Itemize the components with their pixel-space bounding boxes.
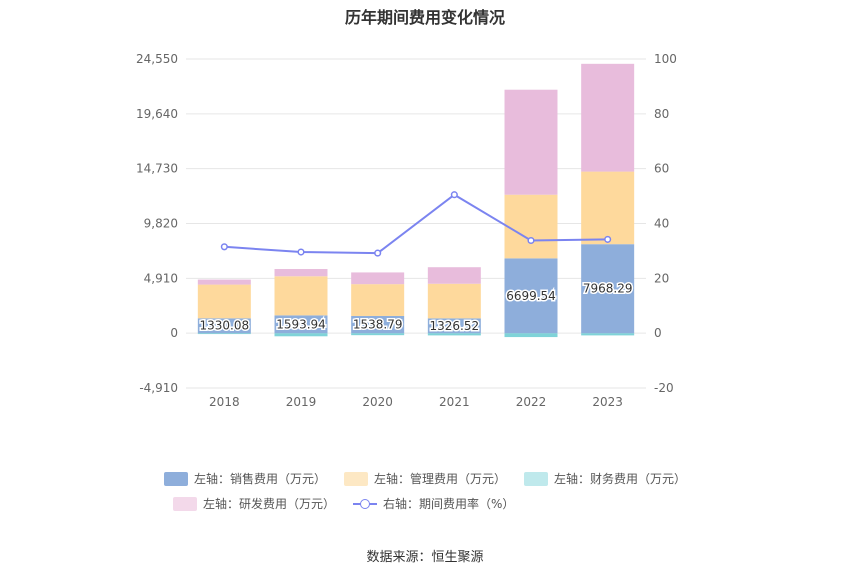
data-label: 1538.79	[353, 318, 403, 332]
legend-item-sales[interactable]: 左轴：销售费用（万元）	[163, 470, 326, 487]
bar-finance	[581, 333, 635, 336]
y-left-tick-label: -4,910	[139, 381, 178, 395]
bar-rnd	[581, 63, 635, 172]
bar-rnd	[274, 269, 328, 277]
bar-admin	[274, 276, 328, 316]
bar-finance	[427, 333, 481, 336]
x-tick-label: 2019	[286, 395, 317, 409]
bar-sales	[427, 318, 481, 334]
data-label: 1326.52	[430, 319, 480, 333]
y-left-tick-label: 24,550	[136, 52, 178, 66]
bar-admin	[504, 194, 558, 259]
data-source: 数据来源：恒生聚源	[366, 550, 484, 565]
data-label-halo: 1593.94	[276, 317, 326, 331]
bar-sales	[504, 258, 558, 334]
bar-admin	[427, 283, 481, 319]
x-tick-label: 2023	[592, 395, 623, 409]
legend-label-rnd: 左轴：研发费用（万元）	[203, 497, 336, 511]
y-left-tick-label: 14,730	[136, 162, 178, 176]
bar-rnd	[427, 267, 481, 284]
y-right-tick-label: 60	[654, 162, 669, 176]
bar-rnd	[504, 89, 558, 195]
bar-rnd	[197, 279, 251, 285]
data-label-halo: 1330.08	[200, 319, 250, 333]
rate-line	[224, 193, 608, 255]
y-right-tick-label: 40	[654, 217, 669, 231]
legend-swatch-admin	[343, 471, 368, 486]
legend-swatch-rnd	[173, 496, 197, 511]
bar-finance	[504, 333, 558, 338]
legend-label-sales: 左轴：销售费用（万元）	[193, 472, 326, 486]
bar-admin	[197, 284, 251, 319]
x-tick-label: 2021	[439, 395, 470, 409]
chart-canvas: 24,550 19,640 14,730 9,820 4,910 0 -4,910 100 80…	[136, 52, 677, 409]
bar-sales	[581, 244, 635, 334]
bar-finance	[351, 333, 405, 336]
y-left-tick-label: 4,910	[144, 271, 178, 285]
y-left-tick-label: 0	[170, 326, 178, 340]
data-label-halo: 1326.52	[430, 319, 480, 333]
y-right-tick-label: 100	[654, 52, 677, 66]
bar-admin	[351, 284, 405, 316]
data-label-halo: 6699.54	[506, 289, 556, 303]
bar-sales	[351, 315, 405, 334]
y-right-tick-label: -20	[654, 381, 674, 395]
bar-sales	[197, 318, 251, 334]
bar-finance	[274, 333, 328, 337]
rate-point	[527, 236, 535, 245]
x-tick-label: 2020	[362, 395, 393, 409]
legend-label-admin: 左轴：管理费用（万元）	[373, 472, 506, 486]
legend-label-finance: 左轴：财务费用（万元）	[554, 472, 687, 486]
data-label-halo: 7968.29	[583, 282, 633, 296]
bar-rnd	[351, 272, 405, 285]
data-label: 7968.29	[583, 282, 633, 296]
legend-item-finance[interactable]: 左轴：财务费用（万元）	[524, 470, 686, 487]
legend-swatch-finance	[524, 471, 548, 486]
chart-title: 历年期间费用变化情况	[344, 8, 505, 27]
legend-item-admin[interactable]: 左轴：管理费用（万元）	[343, 470, 506, 487]
bar-sales	[274, 315, 328, 334]
legend-swatch-sales	[163, 471, 188, 486]
rate-point	[220, 243, 228, 251]
y-right-tick-label: 0	[654, 326, 662, 340]
bar-admin	[581, 171, 635, 245]
data-label: 6699.54	[506, 289, 556, 303]
rate-point	[450, 191, 458, 199]
bar-finance	[197, 333, 251, 335]
rate-point	[604, 235, 612, 243]
data-label: 1593.94	[276, 317, 326, 331]
y-left-tick-label: 9,820	[144, 217, 178, 231]
legend-line-rate-icon	[353, 497, 378, 511]
rate-point	[297, 248, 305, 256]
y-left-tick-label: 19,640	[136, 107, 178, 121]
y-right-tick-label: 80	[654, 107, 669, 121]
rate-point	[374, 249, 382, 257]
data-label-halo: 1538.79	[353, 318, 403, 332]
chart-legend: 左轴：销售费用（万元） 左轴：管理费用（万元） 左轴：财务费用（万元） 左轴：研…	[0, 470, 850, 520]
x-tick-label: 2018	[209, 395, 240, 409]
data-label: 1330.08	[200, 319, 250, 333]
legend-label-rate: 右轴：期间费用率（%）	[383, 497, 515, 511]
legend-item-rate[interactable]: 右轴：期间费用率（%）	[353, 495, 514, 512]
y-right-tick-label: 20	[654, 271, 669, 285]
x-tick-label: 2022	[516, 395, 547, 409]
legend-item-rnd[interactable]: 左轴：研发费用（万元）	[173, 495, 335, 512]
